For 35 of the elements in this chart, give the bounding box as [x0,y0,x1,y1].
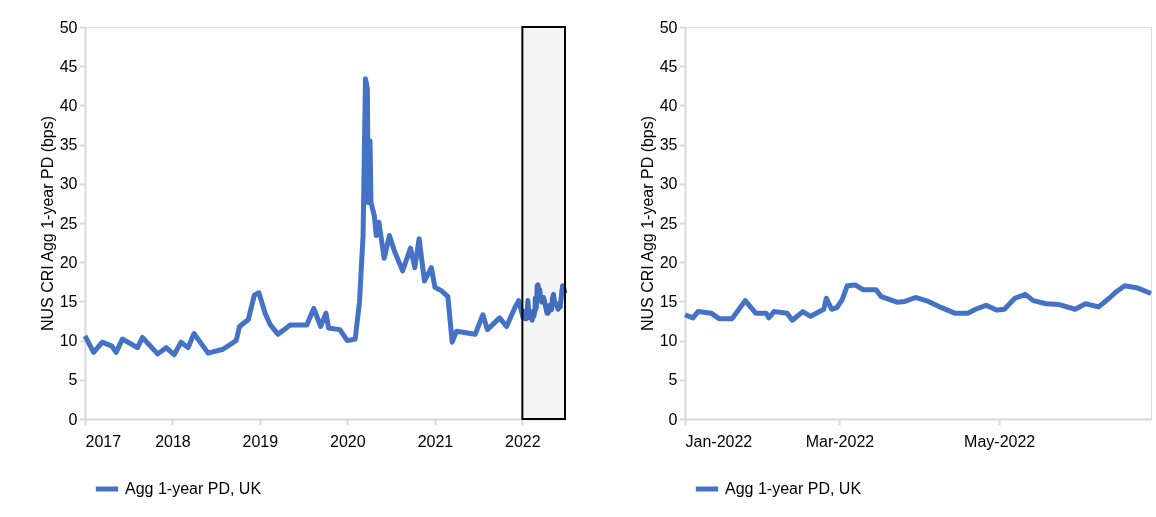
y-tick-label: 35 [659,136,678,154]
y-tick-label: 5 [668,371,678,389]
x-tick-label: May-2022 [964,432,1036,450]
x-tick-label: Jan-2022 [685,432,753,450]
legend-label: Agg 1-year PD, UK [725,480,862,497]
y-tick-label: 35 [59,136,78,154]
y-tick-label: 15 [59,292,78,310]
x-tick-label: Mar-2022 [805,432,875,450]
y-axis-title: NUS CRI Agg 1-year PD (bps) [38,115,56,332]
x-tick-label: 2021 [417,432,454,450]
y-tick-label: 5 [68,371,78,389]
y-tick-label: 25 [659,214,678,232]
y-tick-label: 0 [68,410,78,428]
y-tick-label: 30 [659,175,678,193]
y-tick-label: 40 [59,96,78,114]
y-tick-label: 20 [59,253,78,271]
y-axis-title: NUS CRI Agg 1-year PD (bps) [638,115,656,332]
y-tick-label: 10 [59,332,78,350]
y-tick-label: 20 [659,253,678,271]
y-tick-label: 40 [659,96,678,114]
y-tick-label: 45 [659,57,678,75]
y-tick-label: 50 [659,18,678,36]
y-tick-label: 25 [59,214,78,232]
y-tick-label: 15 [659,292,678,310]
y-tick-label: 45 [59,57,78,75]
x-tick-label: 2019 [242,432,279,450]
y-tick-label: 0 [668,410,678,428]
y-tick-label: 10 [659,332,678,350]
x-tick-label: 2018 [155,432,191,450]
y-tick-label: 30 [59,175,78,193]
legend-label: Agg 1-year PD, UK [125,480,262,497]
x-tick-label: 2022 [505,432,541,450]
y-tick-label: 50 [59,18,78,36]
x-tick-label: 2017 [85,432,122,450]
x-tick-label: 2020 [329,432,366,450]
